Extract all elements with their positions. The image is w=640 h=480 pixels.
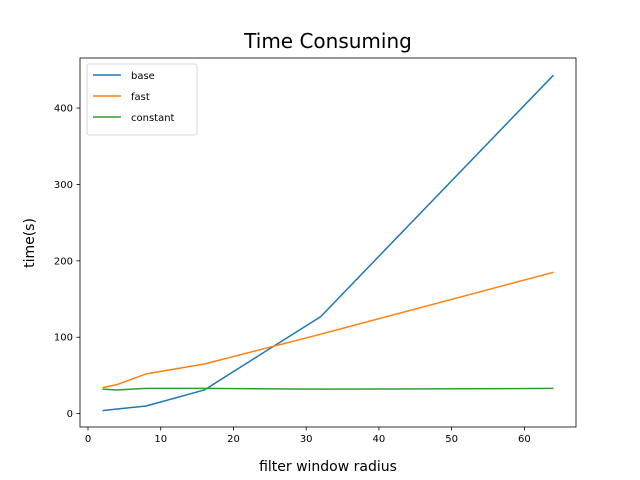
legend-label-base: base (131, 71, 155, 82)
x-tick-label: 40 (373, 434, 386, 445)
x-tick-label: 0 (85, 434, 91, 445)
y-tick-label: 200 (54, 256, 73, 267)
series-line-base (102, 74, 554, 412)
x-tick-label: 20 (227, 434, 240, 445)
chart-title: Time Consuming (243, 29, 412, 53)
legend-label-constant: constant (131, 113, 175, 124)
series-line-fast (102, 271, 554, 389)
y-tick-label: 400 (54, 104, 73, 115)
y-axis-ticks: 0 100 200 300 400 (54, 104, 80, 420)
series-line-constant (102, 387, 554, 391)
x-tick-label: 10 (154, 434, 167, 445)
x-axis-label: filter window radius (259, 459, 397, 475)
x-tick-label: 60 (518, 434, 531, 445)
x-tick-label: 50 (445, 434, 458, 445)
legend-label-fast: fast (131, 92, 150, 103)
y-axis-label: time(s) (22, 218, 38, 268)
y-tick-label: 0 (67, 409, 73, 420)
legend: base fast constant (86, 63, 198, 136)
x-axis-ticks: 0 10 20 30 40 50 60 (85, 427, 531, 445)
plot-frame (79, 57, 577, 428)
plot-lines (102, 74, 554, 412)
x-tick-label: 30 (300, 434, 313, 445)
y-tick-label: 100 (54, 333, 73, 344)
y-tick-label: 300 (54, 180, 73, 191)
